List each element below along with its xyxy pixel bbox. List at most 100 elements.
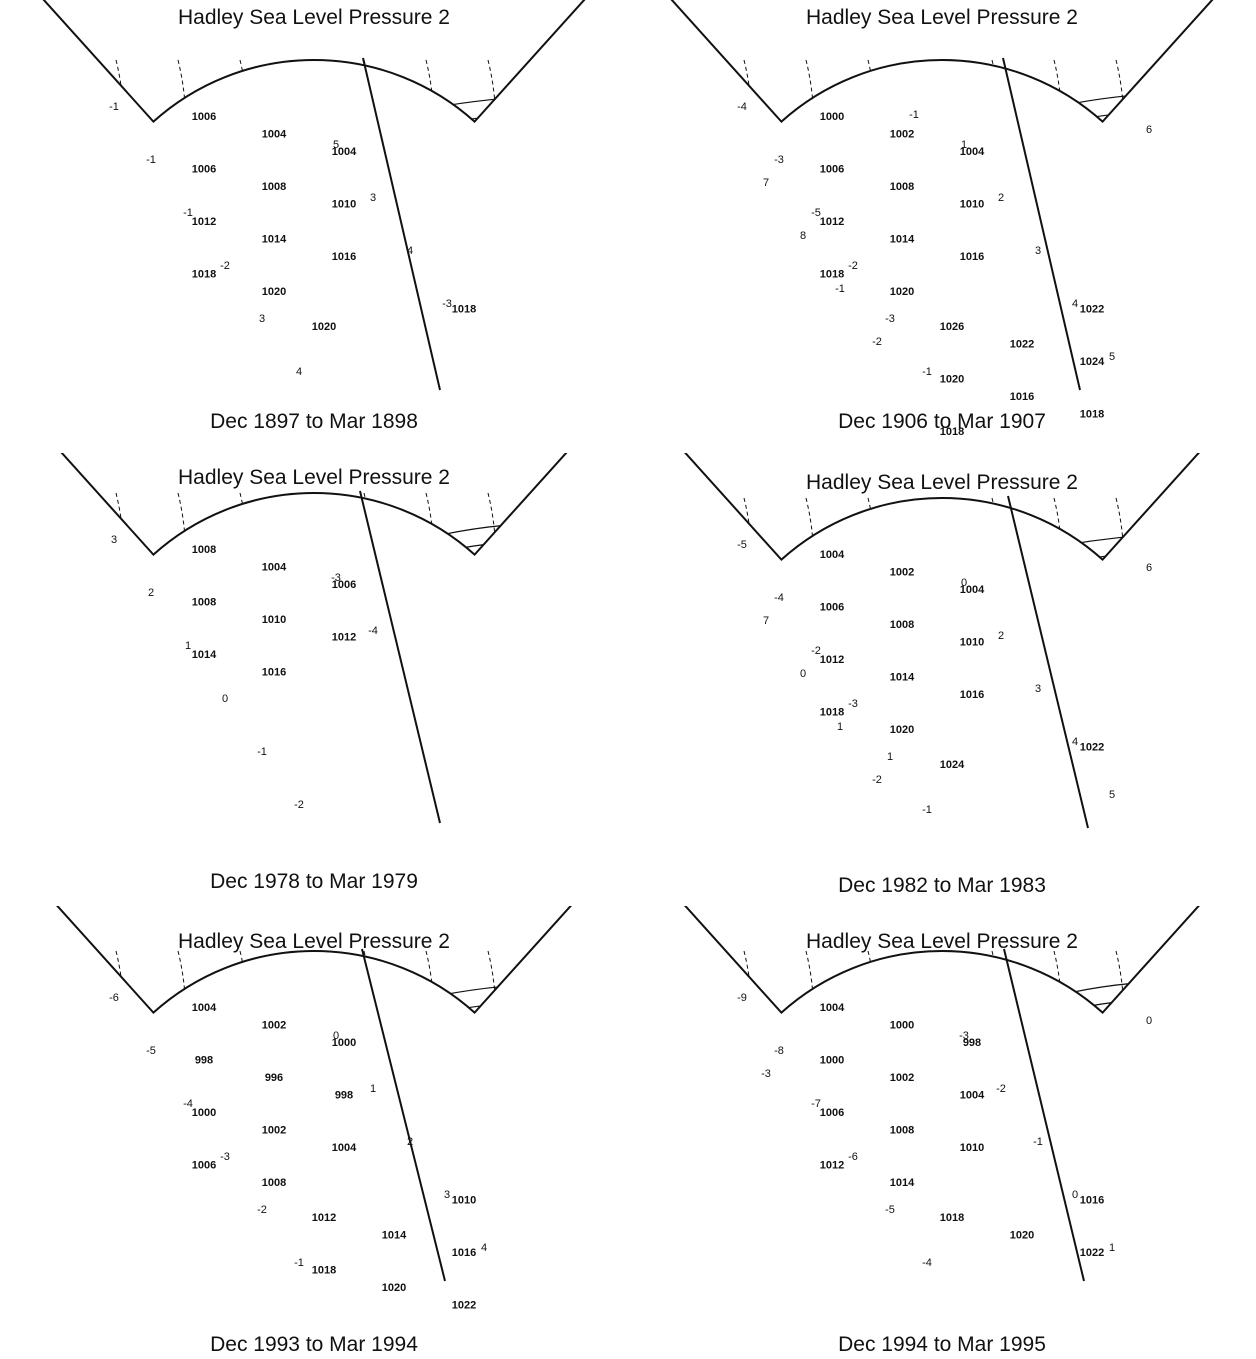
isobar-label: 1010	[262, 614, 286, 626]
anomaly-contour	[482, 950, 509, 1013]
pressure-map: 1006 1004 1004 1006 1008 1010 1012 1014 1016 1018…	[0, 0, 628, 391]
anomaly-label: -1	[1033, 1136, 1043, 1148]
isobar-line	[628, 1133, 1256, 1214]
anomaly-contour	[420, 59, 447, 122]
isobar-line	[0, 794, 628, 875]
anomaly-contour	[544, 950, 571, 1013]
anomaly-label: 2	[148, 587, 154, 599]
isobar-line	[0, 1032, 628, 1112]
isobar-line	[0, 1134, 628, 1214]
anomaly-contour	[234, 492, 261, 555]
panel-caption: Dec 1906 to Mar 1907	[838, 410, 1046, 433]
prime-meridian-line	[361, 948, 446, 1282]
anomaly-label: 2	[998, 630, 1004, 642]
isobar-label: 1002	[890, 129, 914, 141]
anomaly-label: 6	[1146, 562, 1152, 574]
anomaly-label: -1	[922, 804, 932, 816]
anomaly-contour	[110, 492, 137, 555]
anomaly-label: 3	[111, 534, 117, 546]
isobar-label: 1014	[890, 1177, 915, 1189]
isobar-line	[628, 613, 1256, 693]
isobar-label: 1014	[382, 1230, 407, 1242]
isobar-label: 1010	[960, 1142, 984, 1154]
anomaly-label: 5	[1109, 351, 1115, 363]
anomaly-label: 0	[333, 1030, 339, 1042]
isobar-line	[628, 294, 1256, 374]
isobar-line	[628, 579, 1256, 659]
isobar-line	[0, 1015, 628, 1095]
isobar-line	[628, 209, 1256, 289]
anomaly-label: 3	[259, 313, 265, 325]
anomaly-contour	[420, 950, 447, 1013]
isobar-line	[628, 664, 1256, 744]
anomaly-label: -4	[368, 625, 378, 637]
isobar-line	[0, 226, 628, 306]
isobar-label: 1004	[820, 549, 845, 561]
anomaly-label: 0	[222, 693, 228, 705]
pressure-map: 1008 1004 1006 1008 1010 1012 1014 1016 3 2 1 0 -1 -2…	[0, 453, 628, 875]
anomaly-contour	[1048, 950, 1075, 1013]
isobar-label: 1016	[1080, 1195, 1104, 1207]
anomaly-label: 7	[763, 177, 769, 189]
map-panel: Hadley Sea Level Pressure 2 1004 1002 1000…	[0, 906, 628, 1359]
isobar-line	[628, 979, 1256, 1013]
anomaly-label: 4	[296, 366, 302, 378]
isobar-label: 1014	[890, 672, 915, 684]
prime-meridian-line	[1003, 948, 1085, 1282]
isobar-line	[628, 175, 1256, 255]
isobar-label: 1010	[960, 199, 984, 211]
anomaly-label: -2	[294, 799, 304, 811]
anomaly-label: 2	[998, 192, 1004, 204]
anomaly-contour	[544, 492, 571, 555]
anomaly-label: 3	[1035, 245, 1041, 257]
isobar-label: 1002	[262, 1020, 286, 1032]
isobar-line	[628, 89, 1256, 122]
isobar-label: 1010	[960, 637, 984, 649]
anomaly-contour	[110, 59, 137, 122]
anomaly-label: -5	[737, 539, 747, 551]
isobar-label: 1006	[820, 1107, 844, 1119]
isobar-line	[0, 997, 628, 1013]
anomaly-contour	[48, 492, 75, 555]
isobar-label: 1022	[1080, 304, 1104, 316]
isobar-line	[628, 800, 1256, 880]
isobar-label: 1000	[192, 1107, 216, 1119]
panel-title: Hadley Sea Level Pressure 2	[178, 6, 450, 29]
isobar-line	[0, 1117, 628, 1197]
isobar-line	[0, 1219, 628, 1299]
isobar-label: 1022	[1080, 1247, 1104, 1259]
isobar-line	[628, 158, 1256, 238]
isobar-line	[0, 556, 628, 637]
isobar-line	[628, 630, 1256, 710]
isobar-line	[628, 527, 1256, 560]
panel-caption: Dec 1993 to Mar 1994	[210, 1333, 418, 1356]
anomaly-label: 3	[1035, 683, 1041, 695]
anomaly-label: 7	[763, 615, 769, 627]
isobar-label: 1024	[1080, 356, 1105, 368]
isobar-line	[628, 1184, 1256, 1265]
anomaly-label: 1	[1109, 1242, 1115, 1254]
map-boundary	[56, 906, 572, 1015]
isobar-line	[628, 1082, 1256, 1163]
isobar-label: 1016	[332, 251, 356, 263]
isobar-label: 1014	[192, 649, 217, 661]
anomaly-label: 0	[1146, 1015, 1152, 1027]
anomaly-contour	[544, 59, 571, 122]
panel-caption: Dec 1994 to Mar 1995	[838, 1333, 1046, 1356]
panel-title: Hadley Sea Level Pressure 2	[806, 930, 1078, 953]
isobar-line	[0, 89, 628, 122]
pressure-map: 1000 1002 1004 1006 1008 1010 1012 1014 1016 1018…	[628, 0, 1256, 438]
isobar-label: 1012	[312, 1212, 336, 1224]
anomaly-label: -1	[909, 109, 919, 121]
panel-title: Hadley Sea Level Pressure 2	[178, 930, 450, 953]
isobar-label: 1018	[940, 1212, 964, 1224]
coastline	[1001, 527, 1163, 560]
isobar-label: 1018	[820, 269, 844, 281]
isobar-line	[628, 106, 1256, 122]
isobar-label: 1020	[890, 724, 914, 736]
isobar-label: 1012	[820, 1160, 844, 1172]
anomaly-contour	[676, 497, 703, 560]
isobar-label: 998	[195, 1055, 213, 1067]
anomaly-label: -5	[811, 207, 821, 219]
anomaly-label: 8	[800, 230, 806, 242]
